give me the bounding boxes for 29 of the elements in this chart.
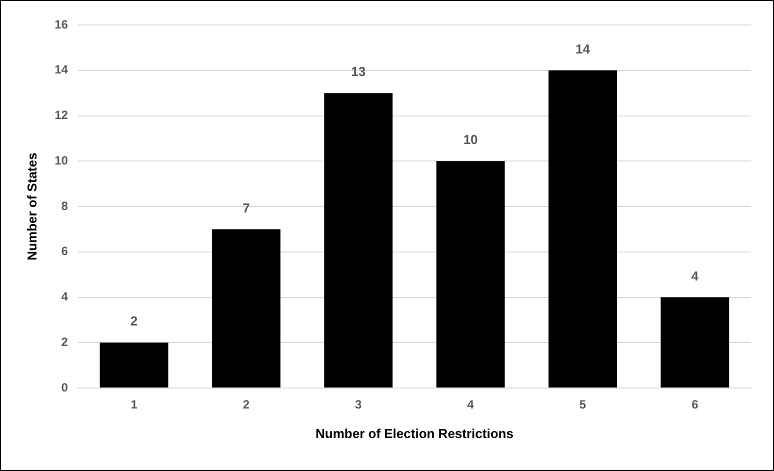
bar: [324, 93, 393, 388]
data-label: 4: [691, 268, 700, 284]
y-tick-label: 16: [54, 17, 68, 32]
y-tick-label: 10: [54, 153, 68, 168]
y-tick-label: 4: [61, 290, 68, 304]
data-label: 10: [463, 132, 478, 148]
y-tick-label: 12: [54, 108, 68, 122]
y-axis-title: Number of States: [24, 152, 40, 260]
bar: [436, 161, 505, 388]
x-axis-title: Number of Election Restrictions: [316, 426, 514, 441]
bar: [660, 297, 730, 388]
y-tick-label: 8: [61, 198, 68, 213]
x-tick-label: 3: [355, 398, 362, 412]
x-tick-label: 4: [467, 398, 474, 412]
x-tick-label: 6: [692, 398, 699, 412]
bar: [100, 342, 168, 388]
y-tick-label: 14: [54, 62, 68, 77]
x-tick-label: 2: [242, 398, 250, 412]
x-tick-label: 1: [130, 398, 138, 412]
bar: [212, 229, 280, 388]
y-tick-label: 6: [61, 244, 68, 258]
bar: [548, 70, 617, 388]
x-tick-label: 5: [579, 398, 586, 412]
data-label: 14: [576, 41, 591, 56]
data-label: 7: [242, 200, 250, 216]
y-tick-label: 2: [61, 334, 68, 349]
y-tick-label: 0: [61, 380, 68, 394]
data-label: 13: [351, 64, 366, 80]
data-label: 2: [130, 314, 138, 329]
